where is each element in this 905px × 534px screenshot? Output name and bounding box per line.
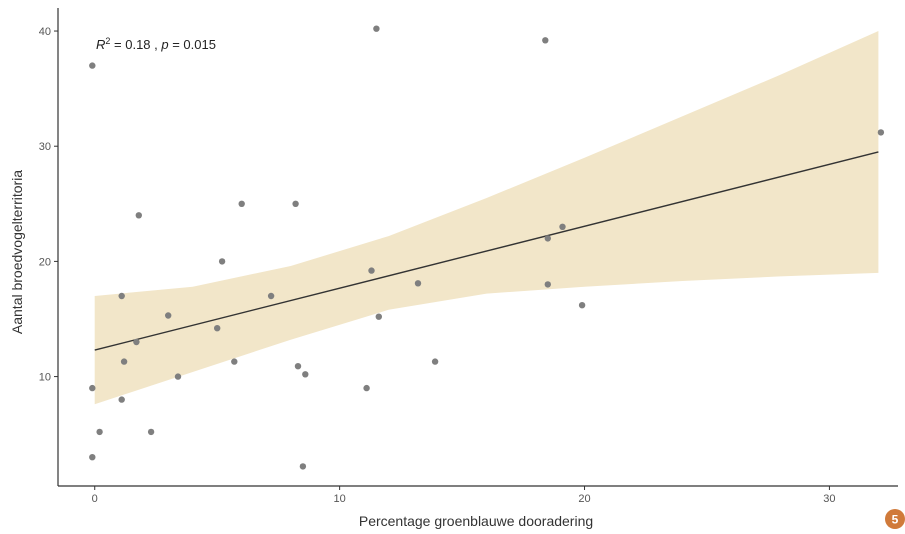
stats-annotation: R2 = 0.18 , p = 0.015 [96, 36, 216, 52]
x-tick-label-20: 20 [578, 493, 590, 505]
data-point-32 [578, 302, 586, 309]
data-point-29 [544, 235, 551, 242]
data-point-16 [238, 200, 245, 207]
regression-line [94, 151, 879, 351]
data-point-30 [544, 281, 551, 288]
data-point-22 [363, 384, 370, 392]
data-point-17 [267, 292, 275, 300]
data-point-20 [299, 463, 307, 470]
data-point-24 [373, 25, 380, 32]
data-point-1 [89, 62, 96, 69]
x-tick-label-10: 10 [334, 493, 346, 505]
fit-line-layer [94, 151, 879, 351]
y-tick-label-20: 20 [39, 256, 51, 268]
data-point-26 [414, 280, 422, 287]
y-tick-label-10: 10 [39, 372, 51, 384]
confidence-band [94, 31, 879, 405]
data-point-18 [292, 200, 299, 207]
page-badge-circle [885, 509, 905, 529]
data-point-21 [302, 371, 309, 378]
r-squared-value: = 0.18 , [110, 37, 161, 52]
page-badge-label: 5 [892, 513, 899, 527]
data-point-31 [559, 223, 566, 230]
data-point-28 [542, 37, 549, 44]
data-point-4 [96, 428, 103, 436]
data-point-19 [294, 363, 302, 370]
p-value: = 0.015 [169, 37, 216, 52]
x-axis-title: Percentage groenblauwe dooradering [359, 513, 593, 529]
y-axis-title: Aantal broedvogelterritoria [9, 170, 25, 334]
data-point-15 [231, 358, 238, 365]
data-point-5 [118, 292, 125, 300]
data-point-10 [147, 428, 155, 436]
x-tick-label-30: 30 [823, 493, 835, 505]
y-tick-label-30: 30 [39, 141, 51, 153]
x-tick-label-0: 0 [92, 493, 98, 505]
data-points-layer [89, 25, 885, 470]
data-point-7 [118, 396, 125, 403]
data-point-14 [218, 258, 226, 265]
data-point-9 [135, 212, 142, 219]
data-point-13 [214, 325, 221, 332]
page-number-badge: 5 [885, 509, 905, 529]
data-point-3 [89, 454, 96, 461]
data-point-8 [133, 338, 140, 346]
r-symbol: R [96, 37, 105, 52]
data-point-2 [89, 384, 96, 392]
y-tick-label-40: 40 [39, 26, 51, 38]
data-point-11 [165, 312, 172, 319]
data-point-23 [368, 267, 375, 274]
data-point-27 [431, 358, 439, 365]
data-point-25 [375, 313, 382, 320]
data-point-33 [877, 129, 885, 136]
p-symbol: p [160, 37, 168, 52]
axes-layer: 0 10 20 30 10 20 30 40 [39, 8, 898, 505]
r-squared-superscript: 2 [105, 36, 110, 46]
data-point-6 [120, 358, 128, 365]
data-point-12 [174, 373, 182, 380]
confidence-band-layer [94, 31, 879, 405]
